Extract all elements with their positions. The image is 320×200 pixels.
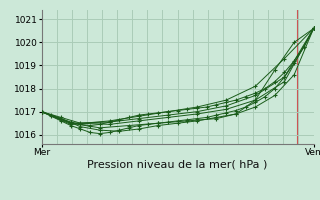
X-axis label: Pression niveau de la mer( hPa ): Pression niveau de la mer( hPa ): [87, 160, 268, 170]
